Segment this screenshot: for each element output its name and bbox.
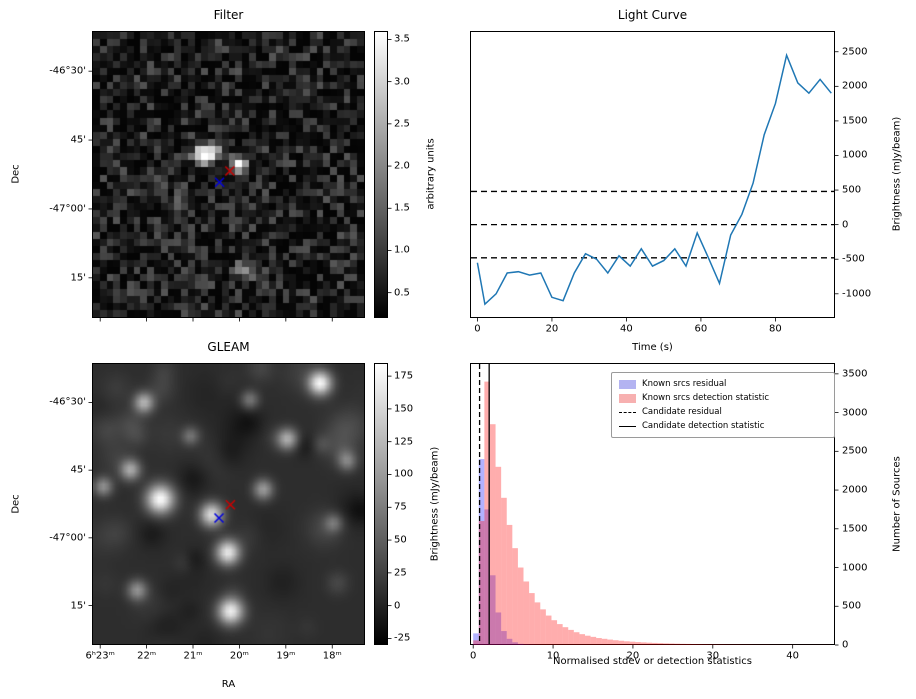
legend-label: Known srcs detection statistic [642, 393, 770, 403]
tick-label: -1000 [842, 288, 872, 300]
tick-label: 2500 [842, 46, 868, 58]
legend-label: Known srcs residual [642, 379, 727, 389]
tick-label: 2000 [842, 484, 868, 496]
tick-label: 1500 [842, 115, 868, 127]
tick-label: 60 [694, 323, 708, 335]
tick-label: 100 [394, 468, 414, 480]
tick-label: 19ᵐ [276, 650, 296, 662]
tick-label: 45' [70, 134, 86, 146]
lightcurve-ylabel: Brightness (mJy/beam) [891, 116, 903, 232]
filter-colorbar [374, 31, 388, 318]
candidate-detection-solid-line-icon [619, 425, 636, 427]
tick-label: -25 [394, 632, 411, 644]
tick-label: 21ᵐ [183, 650, 203, 662]
tick-label: 10 [546, 650, 560, 662]
tick-label: 40 [786, 650, 800, 662]
tick-label: 0 [394, 600, 401, 612]
tick-label: 3.5 [394, 33, 410, 45]
gleam-title: GLEAM [207, 340, 250, 354]
filter-colorbar-label: arbitrary units [425, 138, 437, 210]
tick-label: 20 [626, 650, 640, 662]
tick-label: 3500 [842, 368, 868, 380]
tick-label: 175 [394, 370, 414, 382]
tick-label: 30 [706, 650, 720, 662]
tick-label: 45' [70, 464, 86, 476]
tick-label: 2000 [842, 80, 868, 92]
gleam-colorbar [374, 363, 388, 645]
filter-plot-area [92, 31, 365, 318]
tick-label: 75 [394, 501, 407, 513]
tick-label: 500 [842, 184, 862, 196]
tick-label: 1500 [842, 523, 868, 535]
tick-label: -47°00' [49, 203, 86, 215]
tick-label: 15' [70, 272, 86, 284]
tick-label: 50 [394, 534, 407, 546]
tick-label: 2.0 [394, 160, 410, 172]
tick-label: 6ʰ23ᵐ [85, 650, 115, 662]
tick-label: 80 [769, 323, 782, 335]
filter-ylabel: Dec [10, 164, 22, 184]
tick-label: 20ᵐ [229, 650, 249, 662]
lightcurve-plot-area [470, 31, 835, 318]
tick-label: 0 [842, 639, 849, 651]
gleam-plot-area [92, 363, 365, 645]
tick-label: 1000 [842, 562, 868, 574]
tick-label: -46°30' [49, 65, 86, 77]
legend: Known srcs residual Known srcs detection… [611, 372, 835, 438]
legend-item-known-detection: Known srcs detection statistic [619, 391, 827, 405]
legend-label: Candidate residual [642, 407, 722, 417]
legend-item-candidate-detection: Candidate detection statistic [619, 419, 827, 433]
tick-label: 25 [394, 567, 407, 579]
lightcurve-title: Light Curve [617, 8, 688, 22]
filter-image [93, 32, 364, 317]
known-residual-swatch [619, 379, 636, 389]
tick-label: 40 [620, 323, 633, 335]
tick-label: 1.0 [394, 244, 410, 256]
legend-label: Candidate detection statistic [642, 421, 765, 431]
tick-label: -46°30' [49, 396, 86, 408]
gleam-colorbar-label: Brightness (mJy/beam) [429, 446, 441, 562]
histogram-ylabel: Number of Sources [891, 456, 903, 552]
tick-label: 22ᵐ [137, 650, 157, 662]
gleam-xlabel: RA [221, 679, 236, 690]
tick-label: 1.5 [394, 202, 410, 214]
tick-label: 20 [545, 323, 559, 335]
filter-title: Filter [213, 8, 244, 22]
gleam-image [93, 364, 364, 644]
tick-label: 3.0 [394, 76, 410, 88]
tick-label: 500 [842, 600, 862, 612]
known-detection-swatch [619, 393, 636, 403]
tick-label: 15' [70, 600, 86, 612]
gleam-ylabel: Dec [10, 494, 22, 514]
legend-item-known-residual: Known srcs residual [619, 377, 827, 391]
tick-label: -47°00' [49, 532, 86, 544]
histogram-xlabel: Normalised stdev or detection statistics [553, 656, 752, 667]
tick-label: 2.5 [394, 118, 410, 130]
tick-label: 18ᵐ [322, 650, 342, 662]
tick-label: 0 [842, 219, 849, 231]
tick-label: 0.5 [394, 287, 410, 299]
tick-label: -500 [842, 253, 865, 265]
tick-label: 3000 [842, 407, 868, 419]
candidate-residual-dashed-line-icon [619, 411, 636, 413]
tick-label: 0 [470, 650, 477, 662]
tick-label: 0 [474, 323, 481, 335]
legend-item-candidate-residual: Candidate residual [619, 405, 827, 419]
tick-label: 1000 [842, 149, 868, 161]
tick-label: 150 [394, 403, 414, 415]
tick-label: 125 [394, 436, 414, 448]
lightcurve-xlabel: Time (s) [632, 342, 673, 353]
tick-label: 2500 [842, 445, 868, 457]
